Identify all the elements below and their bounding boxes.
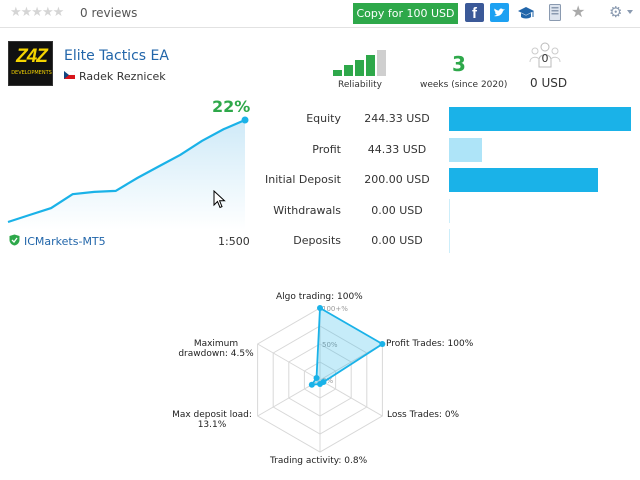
radar-axis-line (257, 343, 321, 381)
stat-value-equity: 244.33 USD (364, 112, 430, 125)
growth-area (8, 120, 245, 230)
twitter-icon[interactable] (490, 3, 509, 22)
radar-data-point (379, 341, 386, 347)
stat-label-initial-deposit: Initial Deposit (265, 173, 341, 186)
broker-link[interactable]: ICMarkets-MT5 (24, 235, 106, 248)
stat-value-profit: 44.33 USD (367, 143, 427, 156)
radar-data-area (309, 306, 385, 386)
verified-shield-icon (9, 234, 20, 246)
subscribers-funds: 0 USD (530, 76, 568, 90)
author-name[interactable]: Radek Reznicek (79, 70, 166, 83)
czech-flag-icon (64, 71, 75, 79)
stat-bar-initial-deposit (449, 168, 598, 192)
radar-scale-label: 50% (322, 341, 338, 349)
gear-icon[interactable]: ⚙ (609, 3, 623, 21)
radar-label-drawdown: Maximum drawdown: 4.5% (176, 339, 256, 359)
stat-value-deposits: 0.00 USD (371, 234, 423, 247)
stat-value-initial-deposit: 200.00 USD (364, 173, 430, 186)
subscribers-count: 0 (541, 52, 549, 65)
radar-scale-label: 100+% (322, 305, 348, 313)
radar-data-point (308, 381, 315, 388)
growth-chart[interactable] (0, 110, 250, 230)
top-bar: ★★★★★ 0 reviews Copy for 100 USD f ★ ⚙ (0, 0, 640, 28)
education-icon[interactable] (517, 5, 535, 21)
logo-text: Z4Z (16, 46, 48, 67)
stat-label-profit: Profit (312, 143, 341, 156)
stat-bar-equity (449, 107, 631, 131)
reliability-bars (333, 50, 386, 76)
stat-bar-profit (449, 138, 482, 162)
radar-data-point (317, 305, 323, 311)
radar-label-loss: Loss Trades: 0% (387, 410, 460, 420)
radar-label-drawdown-line1: Maximum (193, 339, 239, 349)
reliability-bar (333, 70, 342, 76)
reliability-bar (366, 55, 375, 76)
stat-label-equity: Equity (306, 112, 341, 125)
facebook-icon[interactable]: f (465, 3, 484, 22)
mouse-cursor-icon (213, 190, 226, 209)
radar-label-load-line1: Max deposit load: (172, 410, 252, 420)
radar-data-point (313, 375, 320, 381)
radar-label-profit: Profit Trades: 100% (386, 339, 474, 349)
reliability-bar (377, 50, 386, 76)
favorite-star-icon[interactable]: ★ (571, 2, 586, 21)
weeks-value: 3 (452, 52, 466, 76)
radar-data-point (317, 381, 323, 387)
signal-icon[interactable] (549, 4, 561, 21)
growth-endpoint (241, 116, 249, 124)
subscribers-icon: 0 (528, 40, 562, 74)
growth-percent: 22% (212, 97, 251, 116)
reviews-link[interactable]: 0 reviews (80, 6, 138, 20)
radar-chart: 100+% 50% 0% (257, 305, 386, 453)
logo-subtext: DEVELOPMENTS (11, 70, 52, 76)
stat-label-deposits: Deposits (293, 234, 341, 247)
radar-label-algo: Algo trading: 100% (276, 292, 363, 302)
radar-axis-line (319, 379, 383, 417)
weeks-label: weeks (since 2020) (420, 80, 508, 90)
reliability-bar (344, 65, 353, 76)
radar-label-load-line2: 13.1% (197, 420, 227, 430)
stat-value-withdrawals: 0.00 USD (371, 204, 423, 217)
stat-bar-withdrawals (449, 199, 450, 223)
stat-bar-deposits (449, 229, 450, 253)
radar-label-load: Max deposit load: 13.1% (170, 410, 254, 430)
copy-button[interactable]: Copy for 100 USD (353, 3, 458, 24)
chevron-down-icon[interactable] (627, 10, 633, 14)
reliability-bar (355, 60, 364, 76)
leverage-value: 1:500 (218, 235, 250, 248)
radar-label-drawdown-line2: drawdown: 4.5% (178, 349, 254, 359)
stat-label-withdrawals: Withdrawals (273, 204, 341, 217)
reliability-label: Reliability (338, 80, 382, 90)
growth-line (7, 118, 246, 224)
ea-title[interactable]: Elite Tactics EA (64, 48, 169, 64)
ea-logo: Z4Z DEVELOPMENTS (8, 41, 53, 86)
radar-scale-label: 0% (322, 377, 333, 385)
radar-label-activity: Trading activity: 0.8% (270, 456, 368, 466)
rating-stars[interactable]: ★★★★★ (10, 5, 64, 20)
